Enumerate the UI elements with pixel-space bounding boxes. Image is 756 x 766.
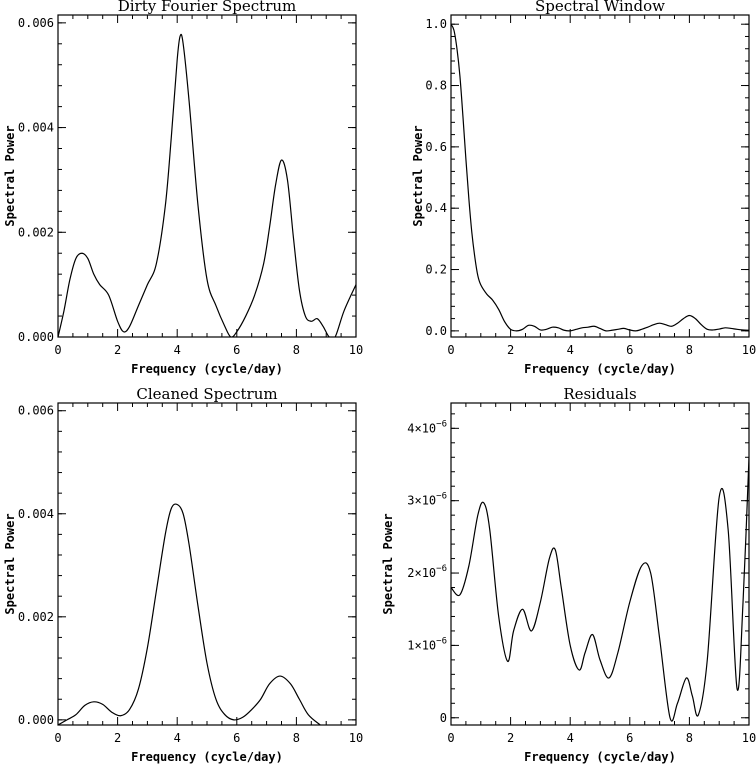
chart-title: Cleaned Spectrum <box>136 385 277 403</box>
x-tick-label: 10 <box>349 731 363 745</box>
plot-frame <box>57 402 357 726</box>
x-tick-label: 8 <box>293 343 300 357</box>
y-tick-label: 0.6 <box>425 140 447 154</box>
y-tick-label: 0.8 <box>425 79 447 93</box>
y-tick-label: 0.002 <box>18 610 54 624</box>
y-axis-label: Spectral Power <box>411 125 425 226</box>
x-tick-label: 0 <box>54 343 61 357</box>
y-tick-label: 0.0 <box>425 324 447 338</box>
x-tick-label: 4 <box>174 731 181 745</box>
plot-frame <box>450 14 750 338</box>
x-tick-label: 4 <box>567 731 574 745</box>
x-tick-label: 6 <box>233 731 240 745</box>
x-tick-label: 6 <box>626 343 633 357</box>
y-tick-label: 0.2 <box>425 263 447 277</box>
x-tick-label: 4 <box>174 343 181 357</box>
x-tick-label: 0 <box>447 343 454 357</box>
y-axis-label: Spectral Power <box>3 125 17 226</box>
plot-frame <box>57 14 357 338</box>
panel-residuals: Residuals Frequency (cycle/day) Spectral P… <box>381 385 756 764</box>
x-tick-label: 8 <box>686 343 693 357</box>
panel-spectral-window: Spectral Window Frequency (cycle/day) Spec… <box>411 0 756 376</box>
y-tick-label: 0.002 <box>18 225 54 239</box>
x-tick-label: 10 <box>742 731 756 745</box>
series-line <box>58 503 321 725</box>
x-tick-label: 10 <box>349 343 363 357</box>
x-tick-label: 2 <box>114 731 121 745</box>
x-tick-label: 0 <box>447 731 454 745</box>
chart-title: Dirty Fourier Spectrum <box>118 0 297 15</box>
y-tick-label: 0.000 <box>18 330 54 344</box>
x-axis-label: Frequency (cycle/day) <box>524 362 676 376</box>
y-tick-label: 1×10−6 <box>407 636 447 652</box>
x-tick-label: 0 <box>54 731 61 745</box>
y-tick-label: 0.004 <box>18 507 54 521</box>
series-line <box>451 457 749 722</box>
panel-dirty-fourier-spectrum: Dirty Fourier Spectrum Frequency (cycle/d… <box>3 0 363 376</box>
x-axis-label: Frequency (cycle/day) <box>131 750 283 764</box>
chart-title: Residuals <box>563 385 636 403</box>
panel-cleaned-spectrum: Cleaned Spectrum Frequency (cycle/day) Spe… <box>3 385 363 764</box>
x-tick-label: 2 <box>114 343 121 357</box>
x-tick-label: 4 <box>567 343 574 357</box>
plot-frame <box>450 402 750 726</box>
series-line <box>58 33 356 337</box>
x-tick-label: 8 <box>686 731 693 745</box>
y-tick-label: 1.0 <box>425 17 447 31</box>
y-tick-label: 0.006 <box>18 16 54 30</box>
x-tick-label: 2 <box>507 343 514 357</box>
y-tick-label: 0.004 <box>18 121 54 135</box>
x-tick-label: 6 <box>626 731 633 745</box>
chart-title: Spectral Window <box>535 0 665 15</box>
x-tick-label: 10 <box>742 343 756 357</box>
y-tick-label: 0.4 <box>425 201 447 215</box>
y-tick-label: 0 <box>440 711 447 725</box>
y-tick-label: 4×10−6 <box>407 419 447 435</box>
y-tick-label: 0.000 <box>18 713 54 727</box>
x-axis-label: Frequency (cycle/day) <box>524 750 676 764</box>
x-tick-label: 6 <box>233 343 240 357</box>
x-tick-label: 2 <box>507 731 514 745</box>
x-axis-label: Frequency (cycle/day) <box>131 362 283 376</box>
y-axis-label: Spectral Power <box>3 513 17 614</box>
x-tick-label: 8 <box>293 731 300 745</box>
series-line <box>451 23 749 332</box>
y-tick-label: 2×10−6 <box>407 564 447 580</box>
y-tick-label: 0.006 <box>18 404 54 418</box>
y-axis-label: Spectral Power <box>381 513 395 614</box>
y-tick-label: 3×10−6 <box>407 492 447 508</box>
